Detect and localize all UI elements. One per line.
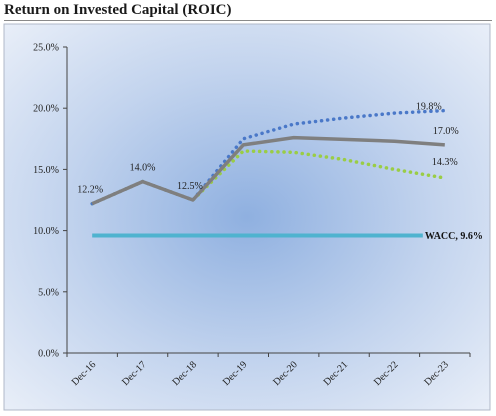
y-tick-label: 25.0%	[33, 43, 59, 54]
y-tick-label: 0.0%	[38, 349, 59, 360]
data-label: 12.5%	[177, 181, 203, 192]
data-label: 17.0%	[433, 126, 459, 137]
series-line-2	[91, 135, 445, 206]
y-tick-label: 15.0%	[33, 165, 59, 176]
y-tick-label: 5.0%	[38, 287, 59, 298]
chart-title: Return on Invested Capital (ROIC)	[4, 0, 492, 21]
data-label: 19.8%	[416, 102, 442, 113]
series-line-1	[90, 108, 447, 206]
series-line-3	[90, 149, 447, 206]
y-tick-label: 20.0%	[33, 104, 59, 115]
plot-background	[3, 23, 491, 411]
data-label: 14.0%	[130, 163, 156, 174]
y-tick-label: 10.0%	[33, 226, 59, 237]
wacc-label: WACC, 9.6%	[425, 231, 483, 242]
data-label: 14.3%	[432, 157, 458, 168]
data-label: 12.2%	[77, 185, 103, 196]
